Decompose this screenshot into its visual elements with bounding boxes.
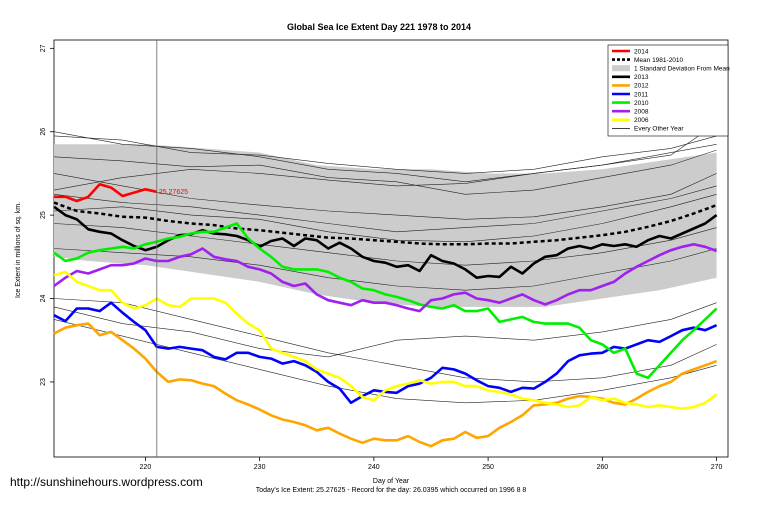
legend-entry: 2011	[612, 91, 648, 98]
legend-entry: 2012	[612, 83, 649, 90]
other-year-line	[53, 223, 717, 266]
x-tick-label: 250	[482, 464, 494, 471]
legend-label: 2011	[634, 91, 648, 98]
x-tick-label: 230	[254, 464, 266, 471]
chart-title: Global Sea Ice Extent Day 221 1978 to 20…	[287, 22, 471, 32]
legend-label: 2010	[634, 100, 649, 107]
legend-label: Mean 1981-2010	[634, 57, 684, 64]
legend-label: 2006	[634, 117, 649, 124]
y-tick-label: 25	[40, 211, 47, 219]
series-line-2014	[54, 183, 158, 203]
other-year-line	[53, 123, 717, 183]
std-deviation-band	[54, 144, 717, 307]
x-tick-label: 260	[596, 464, 608, 471]
other-year-line	[53, 173, 717, 220]
current-value-label: 25.27625	[159, 189, 188, 196]
series-lines	[53, 183, 718, 448]
legend-label: 2014	[634, 48, 649, 55]
legend-entry: 2010	[612, 100, 649, 107]
other-year-line	[53, 194, 717, 243]
std-band-area	[54, 144, 717, 307]
legend-entry: 2014	[612, 48, 649, 55]
footer-note: Today's Ice Extent: 25.27625 - Record fo…	[256, 487, 527, 494]
legend-label: 2008	[634, 109, 649, 116]
x-tick-label: 270	[711, 464, 723, 471]
y-tick-label: 26	[40, 128, 47, 136]
y-tick-label: 23	[40, 378, 47, 386]
other-years-lines	[53, 123, 717, 404]
legend-entry: 2008	[612, 109, 649, 116]
legend-entry: 2006	[612, 117, 649, 124]
legend-entry: 2013	[612, 74, 649, 81]
series-line-2008	[53, 243, 718, 313]
legend-entry: 1 Standard Deviation From Mean	[612, 65, 730, 73]
y-tick-label: 27	[40, 44, 47, 52]
legend-label: 2013	[634, 74, 649, 81]
series-line-2010	[53, 222, 718, 380]
series-line-mean-1981-2010	[53, 201, 718, 246]
x-axis: 220 230 240 250 260 270	[140, 457, 723, 471]
other-year-line	[53, 298, 717, 383]
legend-label: 2012	[634, 83, 649, 90]
x-tick-label: 220	[140, 464, 152, 471]
other-year-line	[53, 319, 717, 404]
other-year-line	[53, 135, 717, 174]
other-year-line	[53, 248, 717, 291]
legend-entry: Mean 1981-2010	[612, 57, 684, 64]
legend-swatch	[612, 65, 630, 72]
legend: 2014 Mean 1981-2010 1 Standard Deviation F…	[607, 44, 730, 137]
legend-label: 1 Standard Deviation From Mean	[634, 66, 730, 73]
other-year-line	[53, 149, 717, 195]
other-year-line	[53, 302, 717, 358]
legend-label: Every Other Year	[634, 126, 684, 133]
y-axis: 23 24 25 26 27	[40, 44, 54, 386]
series-line-2006	[53, 270, 718, 410]
series-line-2013	[53, 205, 718, 280]
y-tick-label: 24	[40, 295, 47, 303]
x-tick-label: 240	[368, 464, 380, 471]
x-axis-label: Day of Year	[373, 478, 410, 485]
credit-url: http://sunshinehours.wordpress.com	[10, 475, 203, 489]
other-year-line	[53, 185, 717, 233]
other-year-line	[53, 144, 717, 191]
legend-entry: Every Other Year	[612, 126, 684, 133]
y-axis-label: Ice Extent in millions of sq. km.	[15, 202, 22, 298]
